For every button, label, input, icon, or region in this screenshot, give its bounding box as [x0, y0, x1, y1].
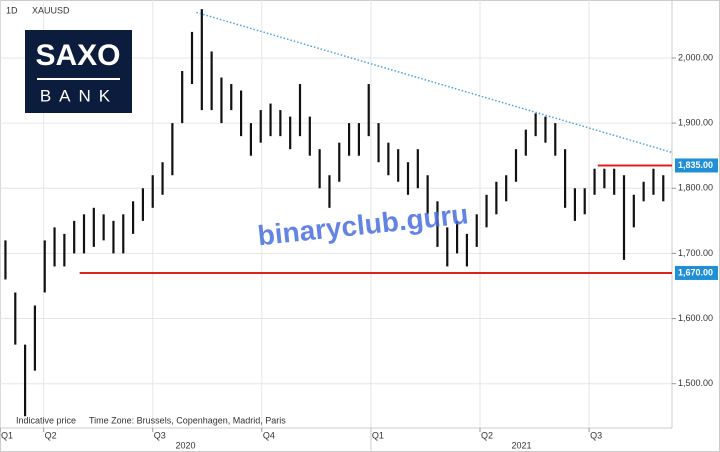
x-tick-label: Q2	[45, 430, 57, 440]
grid	[0, 0, 672, 428]
y-tick-label: 2,000.00	[678, 52, 713, 62]
y-tick-label: 1,800.00	[678, 183, 713, 193]
symbol: XAUUSD	[32, 5, 70, 15]
level-badge	[675, 158, 718, 173]
logo	[25, 30, 132, 113]
bars	[4, 9, 665, 417]
x-tick-label: Q4	[263, 430, 275, 440]
x-tick-label: Q2	[481, 430, 493, 440]
level-label: 1,835.00	[678, 160, 713, 170]
level-badge	[675, 265, 718, 280]
x-tick-label: Q1	[372, 430, 384, 440]
trend-line	[196, 11, 673, 154]
year-label: 2020	[175, 440, 195, 450]
logo-top: SAXO	[35, 39, 120, 72]
level-label: 1,670.00	[678, 267, 713, 277]
timeframe: 1D	[6, 5, 18, 15]
timezone: Time Zone: Brussels, Copenhagen, Madrid,…	[89, 415, 286, 425]
year-label: 2021	[511, 440, 531, 450]
y-tick-label: 1,500.00	[678, 378, 713, 388]
logo-bottom: BANK	[40, 86, 118, 105]
x-tick-label: Q1	[1, 430, 13, 440]
y-tick-label: 1,700.00	[678, 248, 713, 258]
x-tick-label: Q3	[590, 430, 602, 440]
x-tick-label: Q3	[154, 430, 166, 440]
y-tick-label: 1,600.00	[678, 313, 713, 323]
footnote: Indicative price	[16, 415, 76, 425]
y-tick-label: 1,900.00	[678, 117, 713, 127]
